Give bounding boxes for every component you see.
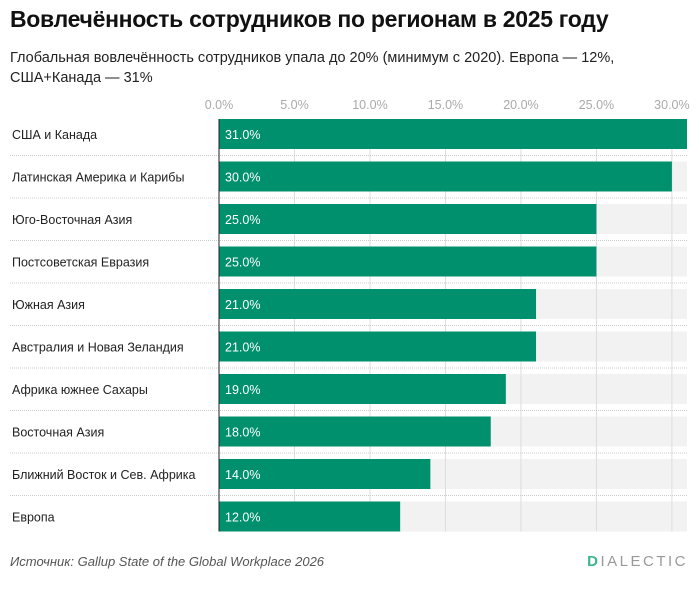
chart-subtitle: Глобальная вовлечённость сотрудников упа… (10, 50, 615, 86)
bar-value-label: 12.0% (225, 511, 260, 525)
category-label: Европа (12, 511, 55, 525)
category-label: Восточная Азия (12, 426, 104, 440)
category-label: Южная Азия (12, 298, 85, 312)
bar-value-label: 21.0% (225, 298, 260, 312)
category-label: Юго-Восточная Азия (12, 213, 132, 227)
x-tick-label: 30.0% (654, 98, 689, 112)
bar (219, 119, 687, 149)
logo-letter: D (587, 553, 601, 570)
bar-value-label: 25.0% (225, 213, 260, 227)
bar (219, 374, 506, 404)
x-tick-label: 0.0% (205, 98, 234, 112)
bar-value-label: 30.0% (225, 171, 260, 185)
source-note: Источник: Gallup State of the Global Wor… (10, 554, 325, 569)
x-tick-label: 10.0% (352, 98, 387, 112)
dialectic-logo: DIALECTIC (587, 553, 688, 570)
logo-text: IALECTIC (600, 553, 688, 570)
x-tick-label: 20.0% (503, 98, 538, 112)
x-tick-label: 5.0% (280, 98, 309, 112)
bar (219, 459, 431, 489)
bar (219, 416, 491, 447)
category-label: Австралия и Новая Зеландия (12, 341, 184, 355)
bar (219, 501, 401, 532)
x-tick-label: 25.0% (579, 98, 614, 112)
category-label: Постсоветская Евразия (12, 256, 149, 270)
bar-value-label: 21.0% (225, 341, 260, 355)
bar (219, 246, 597, 277)
bar-value-label: 31.0% (225, 128, 260, 142)
bar-value-label: 19.0% (225, 383, 260, 397)
x-tick-label: 15.0% (428, 98, 463, 112)
bar-chart: 0.0% 5.0% 10.0% 15.0% 20.0% 25.0% 30.0% 31.0% СШ… (10, 98, 690, 532)
category-label: Африка южнее Сахары (12, 383, 148, 397)
bar-value-label: 14.0% (225, 468, 260, 482)
bar (219, 204, 597, 234)
category-label: США и Канада (12, 128, 97, 142)
bar-value-label: 25.0% (225, 256, 260, 270)
category-label: Ближний Восток и Сев. Африка (12, 468, 196, 482)
bar (219, 289, 537, 319)
category-label: Латинская Америка и Карибы (12, 171, 184, 185)
chart-title: Вовлечённость сотрудников по регионам в … (10, 6, 609, 32)
bar (219, 161, 672, 192)
bar-value-label: 18.0% (225, 426, 260, 440)
bar (219, 331, 537, 362)
